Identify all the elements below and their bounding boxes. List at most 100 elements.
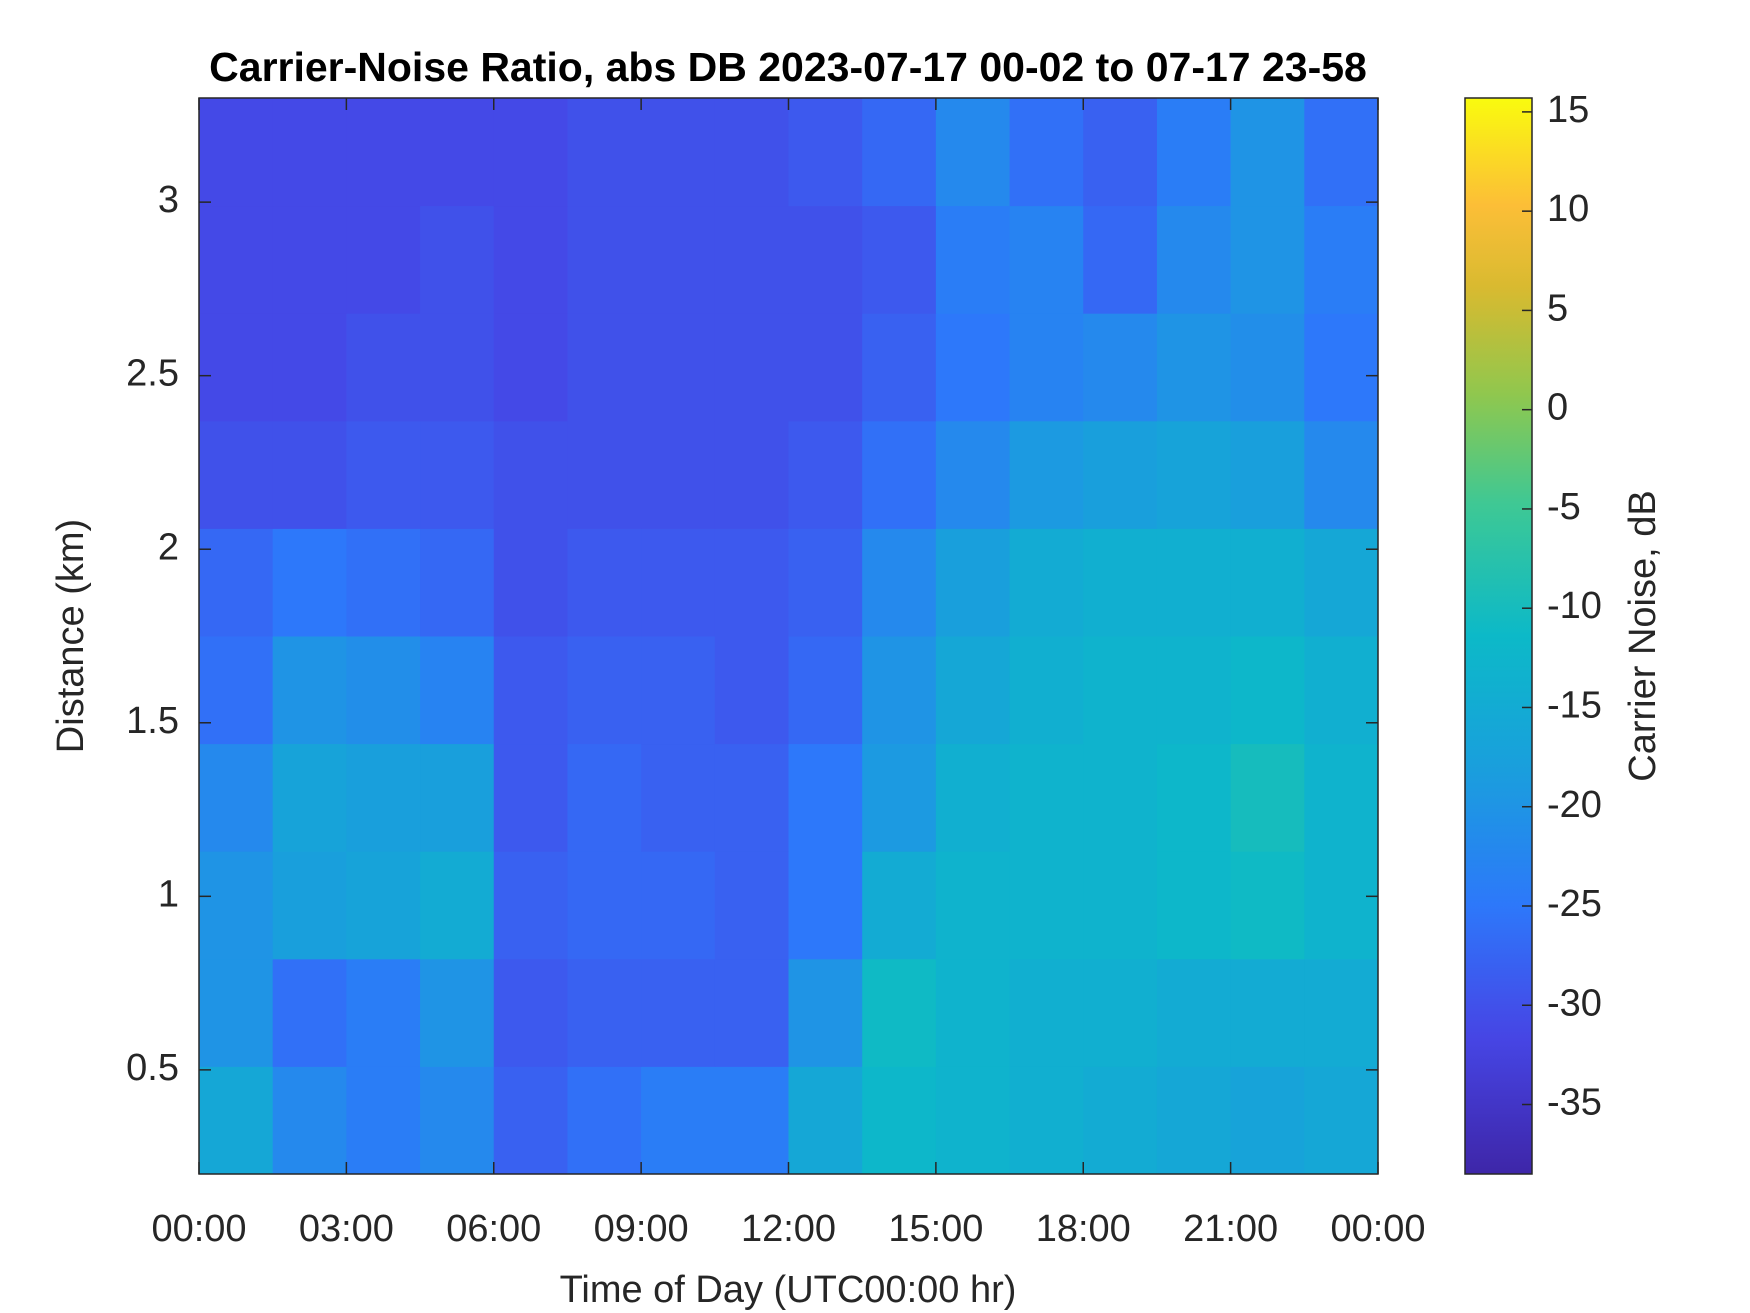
heatmap-cell [788, 851, 863, 960]
heatmap-cell [862, 958, 937, 1067]
heatmap-cell [641, 1066, 716, 1175]
heatmap-cell [272, 528, 347, 637]
heatmap-cell [862, 98, 937, 207]
colorbar-tick-label: -35 [1547, 1082, 1602, 1124]
heatmap-cell [420, 1066, 495, 1175]
heatmap-cell [1009, 98, 1084, 207]
heatmap-cell [567, 1066, 642, 1175]
heatmap-cell [1230, 98, 1305, 207]
heatmap-cell [493, 743, 568, 852]
heatmap-cell [420, 420, 495, 529]
heatmap-cell [935, 420, 1011, 529]
heatmap-cell [1156, 420, 1232, 529]
x-tick-label: 03:00 [299, 1208, 394, 1250]
heatmap-cell [420, 205, 495, 314]
heatmap-cell [714, 420, 789, 529]
heatmap-cell [272, 98, 347, 207]
heatmap-cell [1304, 1066, 1379, 1175]
heatmap-cell [493, 205, 568, 314]
heatmap-cell [420, 958, 495, 1067]
heatmap-cell [1156, 636, 1232, 745]
heatmap-cell [1156, 958, 1232, 1067]
heatmap-cell [935, 528, 1011, 637]
heatmap-cell [1230, 528, 1305, 637]
heatmap-cell [420, 851, 495, 960]
heatmap-cell [714, 743, 789, 852]
heatmap-cell [714, 205, 789, 314]
x-tick-label: 09:00 [594, 1208, 689, 1250]
heatmap-cell [862, 743, 937, 852]
heatmap-cell [788, 636, 863, 745]
heatmap-cell [714, 98, 789, 207]
heatmap-cell [493, 851, 568, 960]
heatmap-cell [272, 313, 347, 422]
heatmap-cell [788, 528, 863, 637]
heatmap-cell [935, 636, 1011, 745]
heatmap-cell [641, 743, 716, 852]
heatmap-cell [272, 205, 347, 314]
heatmap-cell [199, 205, 274, 314]
heatmap-cell [935, 205, 1011, 314]
y-tick-label: 2 [158, 526, 179, 568]
heatmap-cell [567, 205, 642, 314]
heatmap-cell [1156, 743, 1232, 852]
heatmap-cell [420, 98, 495, 207]
heatmap-cell [567, 313, 642, 422]
heatmap-cell [199, 743, 274, 852]
x-tick-label: 18:00 [1036, 1208, 1131, 1250]
heatmap-cell [346, 958, 421, 1067]
heatmap-cell [346, 636, 421, 745]
heatmap-cell [346, 205, 421, 314]
colorbar-label: Carrier Noise, dB [1622, 490, 1664, 781]
heatmap-cell [1083, 958, 1158, 1067]
heatmap-cell [1230, 205, 1305, 314]
heatmap-cell [935, 1066, 1011, 1175]
heatmap-cell [1083, 313, 1158, 422]
heatmap-cell [1156, 98, 1232, 207]
heatmap-cell [567, 420, 642, 529]
colorbar-tick-label: -15 [1547, 684, 1602, 726]
heatmap-cell [272, 636, 347, 745]
x-tick-label: 00:00 [151, 1208, 246, 1250]
heatmap-cell [862, 420, 937, 529]
x-tick-label: 15:00 [888, 1208, 983, 1250]
heatmap-cell [1083, 851, 1158, 960]
heatmap-cell [1230, 636, 1305, 745]
heatmap-cell [788, 958, 863, 1067]
y-tick-label: 1.5 [126, 700, 179, 742]
x-tick-label: 21:00 [1183, 1208, 1278, 1250]
heatmap-cell [346, 743, 421, 852]
colorbar-tick-label: 10 [1547, 188, 1589, 230]
colorbar-tick-label: -25 [1547, 883, 1602, 925]
colorbar-tick-label: -10 [1547, 585, 1602, 627]
heatmap-cell [714, 636, 789, 745]
heatmap-cell [493, 98, 568, 207]
heatmap-cell [199, 313, 274, 422]
heatmap-cell [1083, 528, 1158, 637]
heatmap-cell [1009, 958, 1084, 1067]
heatmap-cell [935, 958, 1011, 1067]
heatmap-cell [567, 958, 642, 1067]
heatmap-cell [1304, 205, 1379, 314]
heatmap-cell [1304, 958, 1379, 1067]
heatmap-cell [1230, 851, 1305, 960]
heatmap-cell [641, 958, 716, 1067]
heatmap-cell [1230, 420, 1305, 529]
heatmap-cell [199, 1066, 274, 1175]
heatmap-cell [1009, 205, 1084, 314]
heatmap-cell [935, 98, 1011, 207]
x-tick-label: 06:00 [446, 1208, 541, 1250]
heatmap-cell [935, 743, 1011, 852]
y-tick-label: 0.5 [126, 1047, 179, 1089]
heatmap-cell [272, 958, 347, 1067]
heatmap-cell [567, 851, 642, 960]
heatmap-cell [1304, 743, 1379, 852]
heatmap-cell [1009, 1066, 1084, 1175]
heatmap-cell [420, 313, 495, 422]
heatmap-cell [1230, 743, 1305, 852]
y-tick-label: 1 [158, 873, 179, 915]
heatmap-cell [935, 851, 1011, 960]
heatmap-cell [420, 528, 495, 637]
y-axis-label: Distance (km) [50, 519, 92, 753]
heatmap-cell [788, 205, 863, 314]
